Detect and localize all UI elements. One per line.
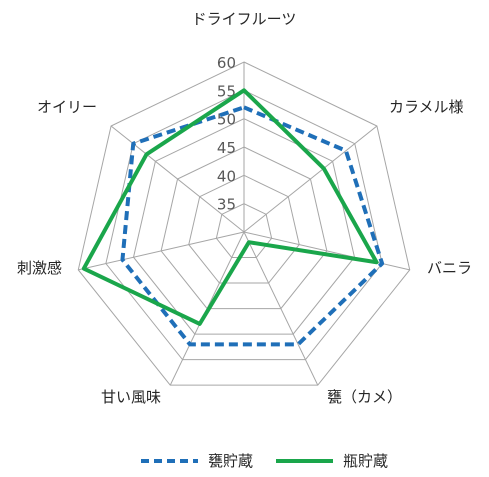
grid-ring-60 [77,61,411,386]
spoke-3 [243,231,319,386]
grid-ring-50 [132,118,356,335]
category-label: 刺激感 [17,259,62,277]
series-layer [81,88,385,347]
tick-label: 35 [217,196,236,214]
series-line-1 [81,88,379,326]
category-label: バニラ [427,259,472,277]
grid-ring-55 [105,89,383,361]
grid-ring-45 [160,146,328,310]
tick-label: 45 [217,139,236,157]
spoke-5 [78,231,245,271]
category-label: ドライフルーツ [192,10,297,28]
grid-ring-35 [215,203,273,259]
category-label: 甕（カメ） [327,388,402,406]
tick-label: 40 [217,167,236,185]
legend-label-bin: 瓶貯蔵 [343,452,388,470]
tick-label: 55 [217,82,236,100]
category-label: オイリー [37,98,97,116]
series-line-0 [120,105,385,347]
legend-label-kame: 甕貯蔵 [208,452,253,470]
legend: 甕貯蔵 瓶貯蔵 [141,452,388,470]
grid-ring-40 [188,174,300,284]
category-label: 甘い風味 [101,388,161,406]
spoke-1 [243,125,378,233]
spoke-2 [243,231,410,271]
category-label: カラメル様 [389,98,464,116]
tick-label: 60 [217,54,236,72]
grid-layer [77,61,411,386]
